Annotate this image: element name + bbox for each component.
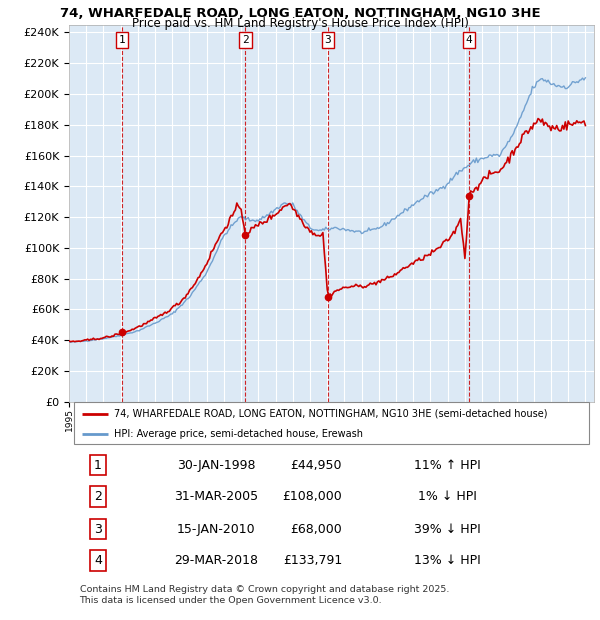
Text: 4: 4 xyxy=(466,35,473,45)
Text: 15-JAN-2010: 15-JAN-2010 xyxy=(176,523,256,536)
Text: 39% ↓ HPI: 39% ↓ HPI xyxy=(413,523,481,536)
Text: £133,791: £133,791 xyxy=(283,554,342,567)
Text: 13% ↓ HPI: 13% ↓ HPI xyxy=(413,554,481,567)
Text: 1: 1 xyxy=(119,35,125,45)
Text: 31-MAR-2005: 31-MAR-2005 xyxy=(174,490,258,503)
Text: 2: 2 xyxy=(242,35,249,45)
Text: 1% ↓ HPI: 1% ↓ HPI xyxy=(418,490,476,503)
Text: 74, WHARFEDALE ROAD, LONG EATON, NOTTINGHAM, NG10 3HE (semi-detached house): 74, WHARFEDALE ROAD, LONG EATON, NOTTING… xyxy=(113,409,547,419)
Text: £68,000: £68,000 xyxy=(290,523,342,536)
Text: Contains HM Land Registry data © Crown copyright and database right 2025.
This d: Contains HM Land Registry data © Crown c… xyxy=(79,585,449,605)
Text: 2: 2 xyxy=(94,490,102,503)
Text: 74, WHARFEDALE ROAD, LONG EATON, NOTTINGHAM, NG10 3HE: 74, WHARFEDALE ROAD, LONG EATON, NOTTING… xyxy=(59,7,541,20)
FancyBboxPatch shape xyxy=(74,402,589,444)
Text: £108,000: £108,000 xyxy=(282,490,342,503)
Text: HPI: Average price, semi-detached house, Erewash: HPI: Average price, semi-detached house,… xyxy=(113,429,362,439)
Text: 3: 3 xyxy=(94,523,102,536)
Text: 4: 4 xyxy=(94,554,102,567)
Text: 30-JAN-1998: 30-JAN-1998 xyxy=(177,459,255,472)
Text: 3: 3 xyxy=(325,35,331,45)
Text: £44,950: £44,950 xyxy=(290,459,342,472)
Text: 29-MAR-2018: 29-MAR-2018 xyxy=(174,554,258,567)
Text: 11% ↑ HPI: 11% ↑ HPI xyxy=(413,459,481,472)
Text: 1: 1 xyxy=(94,459,102,472)
Text: Price paid vs. HM Land Registry's House Price Index (HPI): Price paid vs. HM Land Registry's House … xyxy=(131,17,469,30)
